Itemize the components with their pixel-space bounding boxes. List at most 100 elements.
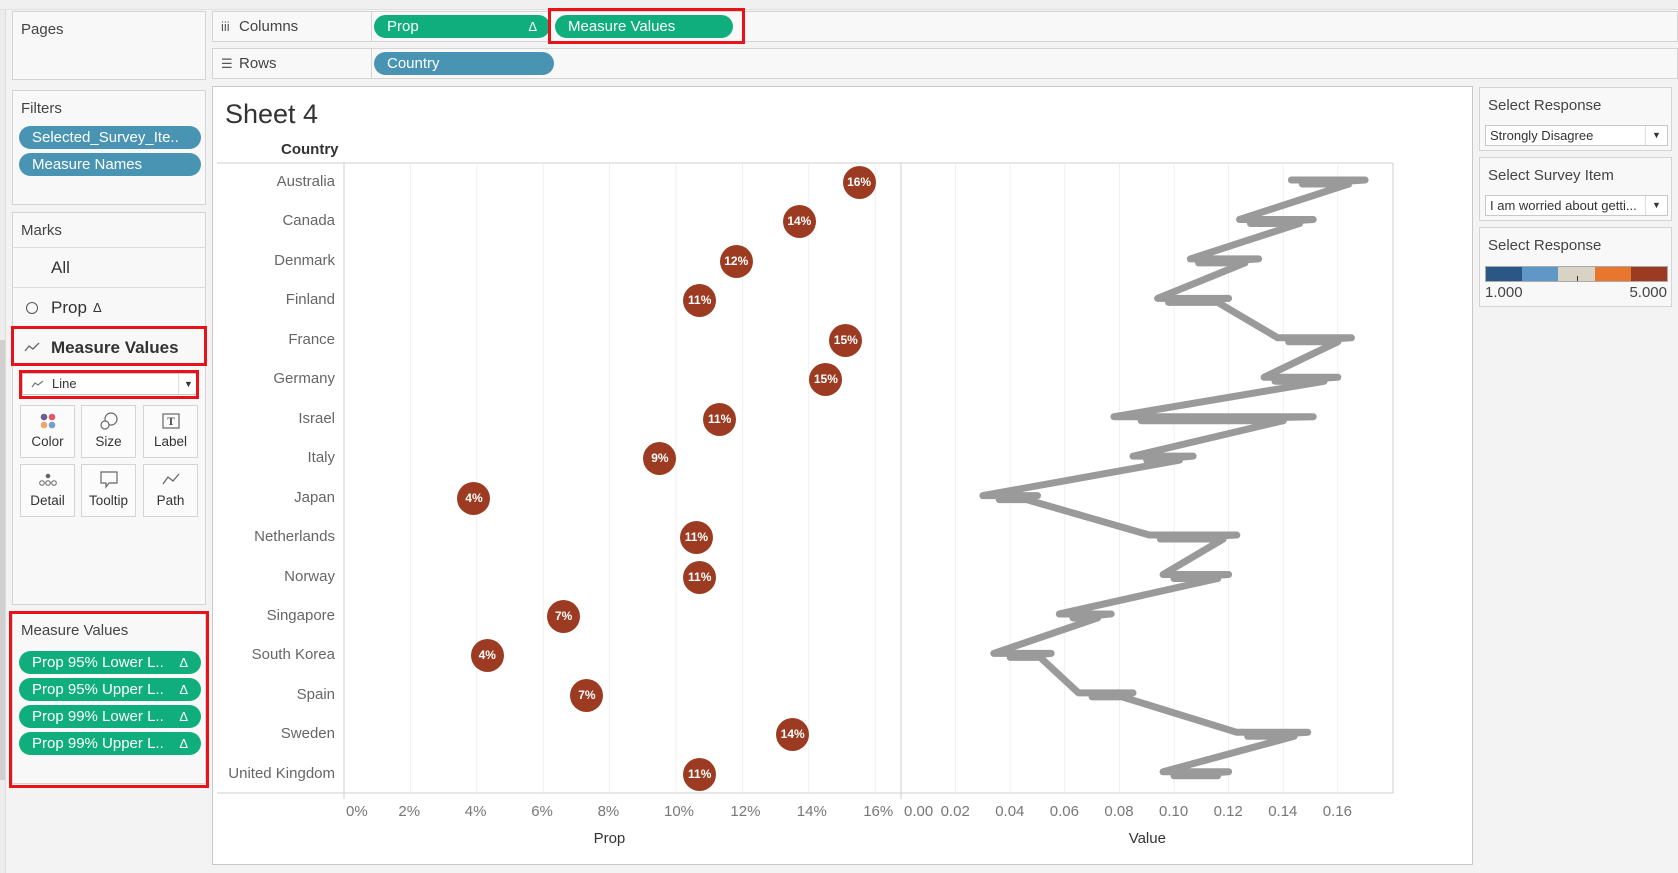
top-toolbar-strip [0, 0, 1678, 10]
country-label: Singapore [266, 606, 335, 624]
delta-icon: Δ [528, 19, 537, 34]
rows-icon: ☰ [221, 56, 233, 71]
delta-icon: Δ [179, 736, 188, 751]
label-button[interactable]: T Label [143, 405, 198, 458]
chevron-down-icon: ▼ [1645, 126, 1667, 145]
measure-pill-99-lower[interactable]: Prop 99% Lower L.. Δ [19, 705, 201, 728]
filter-pill-measure-names[interactable]: Measure Names [19, 153, 201, 176]
prop-dot[interactable]: 14% [782, 205, 816, 239]
marks-prop-row[interactable]: Prop Δ [13, 287, 206, 326]
prop-dot[interactable]: 9% [643, 442, 677, 476]
prop-dot[interactable]: 11% [679, 521, 713, 555]
marks-prop-label: Prop [51, 298, 87, 317]
country-label: Italy [307, 449, 335, 467]
filter-pill-selected-survey-item[interactable]: Selected_Survey_Ite.. [19, 126, 201, 149]
value-axis-tick: 0.00 [904, 803, 934, 820]
color-icon [21, 406, 74, 434]
prop-axis-tick: 14% [796, 803, 827, 820]
select-survey-item-filter: Select Survey Item I am worried about ge… [1479, 157, 1672, 221]
prop-dot[interactable]: 7% [570, 678, 604, 712]
select-response-dropdown[interactable]: Strongly Disagree ▼ [1485, 125, 1668, 146]
delta-icon: Δ [179, 682, 188, 697]
prop-axis-tick: 0% [346, 803, 368, 820]
prop-dot[interactable]: 15% [829, 323, 863, 357]
value-axis-tick: 0.14 [1268, 803, 1298, 820]
prop-axis-tick: 16% [863, 803, 894, 820]
mark-type-value: Line [52, 376, 77, 391]
sheet-view: Sheet 4 Country Australia Canada Denmark Fi… [212, 86, 1473, 865]
detail-button[interactable]: Detail [20, 464, 75, 517]
country-label: Germany [273, 370, 335, 388]
marks-all-label: All [51, 258, 70, 277]
prop-dot[interactable]: 16% [842, 166, 876, 199]
value-axis-tick: 0.02 [940, 803, 970, 820]
size-icon [82, 406, 135, 434]
filters-title: Filters [21, 100, 62, 117]
prop-dot[interactable]: 12% [719, 244, 753, 278]
value-axis-tick: 0.06 [1049, 803, 1079, 820]
measure-pill-99-upper[interactable]: Prop 99% Upper L.. Δ [19, 732, 201, 755]
prop-dot[interactable]: 14% [776, 718, 810, 752]
size-button[interactable]: Size [81, 405, 136, 458]
sheet-title: Sheet 4 [225, 99, 319, 129]
marks-all-row[interactable]: All [13, 247, 206, 286]
delta-icon: Δ [179, 709, 188, 724]
rows-pill-country[interactable]: Country [374, 52, 554, 75]
legend-swatch [1630, 267, 1668, 281]
color-legend-bar[interactable] [1485, 266, 1668, 282]
prop-dot[interactable]: 4% [470, 639, 504, 673]
chart-canvas[interactable] [213, 87, 1474, 866]
prop-dot[interactable]: 11% [683, 560, 717, 594]
delta-icon: Δ [179, 655, 188, 670]
highlight-columns-measure-values [548, 8, 745, 44]
size-label: Size [95, 434, 122, 449]
prop-dot[interactable]: 11% [683, 757, 717, 791]
country-label: France [288, 330, 335, 348]
country-label: United Kingdom [228, 764, 335, 782]
label-label: Label [153, 434, 188, 449]
rows-shelf[interactable]: ☰ Rows Country [212, 48, 1678, 79]
prop-axis-tick: 6% [531, 803, 553, 820]
prop-dot[interactable]: 11% [683, 284, 717, 318]
select-response-title: Select Response [1488, 97, 1602, 114]
legend-swatch [1522, 267, 1559, 281]
prop-dot[interactable]: 4% [457, 481, 491, 515]
detail-label: Detail [30, 493, 65, 508]
value-axis-tick: 0.16 [1322, 803, 1352, 820]
tooltip-button[interactable]: Tooltip [81, 464, 136, 517]
columns-pill-prop[interactable]: Prop Δ [374, 15, 550, 38]
country-label: Spain [296, 685, 335, 703]
path-button[interactable]: Path [143, 464, 198, 517]
marks-title: Marks [21, 222, 62, 239]
legend-max: 5.000 [1629, 284, 1667, 301]
line-icon [24, 342, 40, 352]
path-icon [144, 465, 197, 493]
country-label: Israel [298, 409, 335, 427]
rows-label: Rows [239, 55, 277, 72]
country-label: Australia [276, 173, 335, 190]
country-label: South Korea [251, 646, 335, 664]
chart-labels-layer: Australia Canada Denmark Finland France Germa… [213, 87, 1474, 866]
select-survey-item-dropdown[interactable]: I am worried about getti... ▼ [1485, 195, 1668, 216]
measure-pill-95-lower[interactable]: Prop 95% Lower L.. Δ [19, 651, 201, 674]
columns-shelf[interactable]: iii Columns Prop Δ Measure Values [212, 11, 1678, 42]
legend-min: 1.000 [1485, 284, 1523, 301]
chevron-down-icon: ▼ [1645, 196, 1667, 215]
country-label: Denmark [274, 251, 335, 269]
left-edge-scrollbar[interactable] [0, 10, 6, 873]
value-axis-title: Value [1128, 830, 1166, 847]
tooltip-label: Tooltip [88, 493, 129, 508]
prop-dot[interactable]: 7% [547, 599, 581, 633]
color-button[interactable]: Color [20, 405, 75, 458]
circle-icon [26, 302, 38, 314]
prop-dot[interactable]: 15% [809, 363, 843, 397]
legend-swatch [1486, 267, 1523, 281]
country-label: Netherlands [254, 528, 335, 546]
delta-icon: Δ [93, 300, 102, 315]
pages-card[interactable]: Pages [12, 11, 206, 80]
columns-pill-measure-values[interactable]: Measure Values [555, 15, 733, 38]
color-legend-title: Select Response [1488, 237, 1602, 254]
marks-measure-values-label: Measure Values [51, 338, 179, 357]
prop-dot[interactable]: 11% [703, 402, 737, 436]
measure-pill-95-upper[interactable]: Prop 95% Upper L.. Δ [19, 678, 201, 701]
